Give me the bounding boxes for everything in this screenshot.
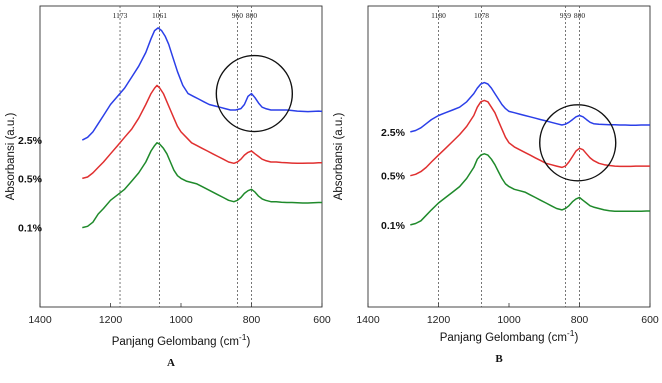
- reference-line-label: 960: [232, 11, 244, 20]
- panel-label: A: [167, 357, 175, 369]
- series-line: [410, 81, 650, 133]
- series-line: [82, 142, 322, 229]
- series-label: 0.5%: [18, 173, 43, 185]
- reference-line-label: 1061: [152, 11, 167, 20]
- highlight-circle: [215, 54, 294, 133]
- reference-line-label: 1173: [113, 11, 128, 20]
- x-tick-label: 600: [641, 314, 659, 326]
- reference-line-label: 959: [560, 11, 572, 20]
- x-tick-label: 1400: [356, 314, 380, 326]
- x-tick-label: 1200: [99, 314, 123, 326]
- y-axis-label: Absorbansi (a.u.): [5, 113, 17, 201]
- reference-line-label: 1078: [474, 11, 489, 20]
- reference-line-label: 800: [246, 11, 258, 20]
- series-line: [82, 84, 322, 180]
- plot-frame: [39, 5, 323, 308]
- x-axis-label: Panjang Gelombang (cm-1): [440, 328, 579, 344]
- series-label: 2.5%: [18, 135, 43, 147]
- x-tick-label: 800: [243, 314, 261, 326]
- series-line: [81, 27, 323, 141]
- reference-line-label: 800: [574, 11, 586, 20]
- x-tick-label: 800: [571, 314, 589, 326]
- x-tick-label: 600: [313, 314, 331, 326]
- series-label: 0.5%: [381, 171, 406, 183]
- panel-label: B: [495, 353, 503, 365]
- highlight-circle: [539, 104, 617, 182]
- x-tick-label: 1000: [497, 314, 521, 326]
- y-axis-label: Absorbansi (a.u.): [333, 113, 345, 201]
- reference-line-label: 1180: [431, 11, 446, 20]
- plot-frame: [367, 5, 651, 308]
- series-label: 0.1%: [18, 223, 43, 235]
- x-axis-label: Panjang Gelombang (cm-1): [112, 332, 251, 348]
- x-tick-label: 1400: [28, 314, 52, 326]
- x-tick-label: 1000: [169, 314, 193, 326]
- series-label: 2.5%: [381, 127, 406, 139]
- series-label: 0.1%: [381, 220, 406, 232]
- series-line: [410, 153, 650, 226]
- x-tick-label: 1200: [427, 314, 451, 326]
